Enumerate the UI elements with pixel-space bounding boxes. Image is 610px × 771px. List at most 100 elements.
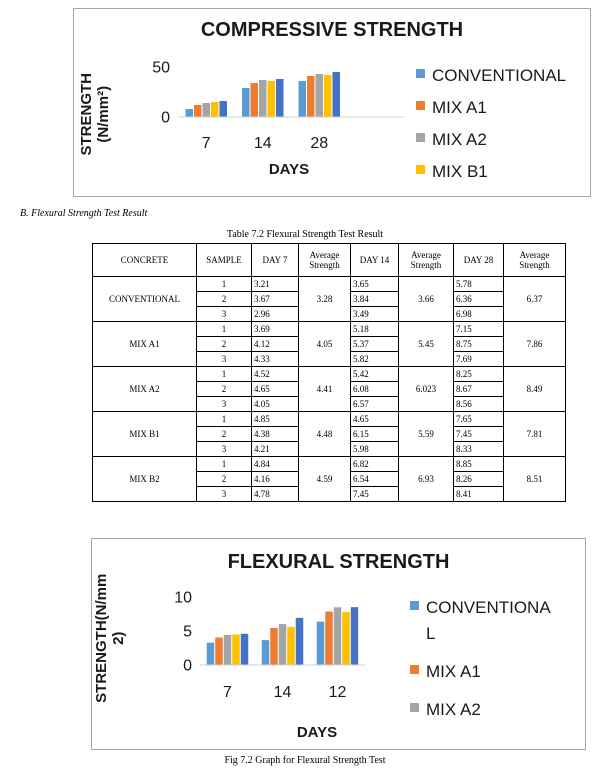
- table-row: MIX A2 1 4.52 4.41 5.42 6.023 8.25 8.49: [92, 366, 566, 412]
- legend-item: MIX A2: [410, 697, 580, 723]
- value-cell: 2.96: [251, 306, 299, 322]
- legend: CONVENTIONAL MIX A1 MIX A2 MIX B1: [416, 63, 586, 191]
- concrete-cell: MIX A1: [92, 321, 197, 367]
- bar: [242, 88, 250, 117]
- value-cell: 4.05: [251, 396, 299, 412]
- value-cell: 5.42: [350, 366, 399, 382]
- table-row: 3 4.21 5.98 8.33: [93, 441, 566, 457]
- table-row: MIX B2 1 4.84 4.59 6.82 6.93 8.85 8.51: [92, 456, 566, 502]
- legend-label: CONVENTIONA L: [426, 598, 550, 643]
- chart-title: COMPRESSIVE STRENGTH: [200, 19, 464, 41]
- bar: [278, 624, 287, 665]
- average-cell: 4.59: [298, 456, 351, 502]
- average-cell: 4.05: [298, 321, 351, 367]
- value-cell: 4.84: [251, 456, 299, 472]
- average-cell: 8.51: [503, 456, 566, 502]
- table-row: 3 4.05 6.57 8.56: [93, 396, 566, 412]
- legend-swatch: [416, 69, 425, 78]
- bar: [342, 611, 350, 665]
- value-cell: 7.15: [453, 321, 504, 337]
- average-cell: 3.28: [298, 276, 351, 322]
- value-cell: 4.85: [251, 411, 299, 427]
- bar: [232, 634, 240, 665]
- table-row: CONVENTIONAL 1 3.21 3.28 3.65 3.66 5.78 …: [92, 276, 566, 322]
- bar: [332, 72, 340, 117]
- value-cell: 4.52: [251, 366, 299, 382]
- legend-swatch: [416, 101, 425, 110]
- bar: [276, 79, 284, 117]
- flexural-strength-table: CONCRETE SAMPLE DAY 7 Average Strength D…: [92, 243, 566, 502]
- value-cell: 4.78: [251, 486, 299, 502]
- table-row: MIX A1 1 3.69 4.05 5.18 5.45 7.15 7.86: [92, 321, 566, 367]
- x-tick-label: 12: [329, 684, 347, 701]
- value-cell: 3.84: [350, 291, 399, 307]
- value-cell: 5.98: [350, 441, 399, 457]
- value-cell: 8.41: [453, 486, 504, 502]
- bar: [240, 633, 249, 665]
- value-cell: 8.33: [453, 441, 504, 457]
- table-row: 2 4.38 6.15 7.45: [93, 426, 566, 442]
- sample-cell: 2: [196, 471, 252, 487]
- bar: [206, 642, 215, 665]
- bar: [325, 611, 333, 665]
- y-axis-label: STRENGTH (N/mm²): [77, 73, 112, 156]
- value-cell: 6.08: [350, 381, 399, 397]
- average-cell: 7.81: [503, 411, 566, 457]
- bar: [259, 80, 267, 117]
- bar: [316, 621, 325, 665]
- y-tick-label: 10: [174, 590, 192, 607]
- value-cell: 6.98: [453, 306, 504, 322]
- bar: [194, 105, 202, 117]
- bar: [350, 607, 359, 665]
- sample-cell: 2: [196, 426, 252, 442]
- value-cell: 4.65: [251, 381, 299, 397]
- value-cell: 4.12: [251, 336, 299, 352]
- value-cell: 4.16: [251, 471, 299, 487]
- average-cell: 5.59: [398, 411, 454, 457]
- sample-cell: 1: [196, 276, 252, 292]
- bar: [298, 81, 306, 117]
- value-cell: 8.25: [453, 366, 504, 382]
- concrete-cell: MIX B2: [92, 456, 197, 502]
- table-row: 3 4.33 5.82 7.69: [93, 351, 566, 367]
- value-cell: 8.26: [453, 471, 504, 487]
- bar: [185, 109, 193, 117]
- table-row: 2 4.65 6.08 8.67: [93, 381, 566, 397]
- bar: [307, 76, 315, 117]
- average-cell: 6.37: [503, 276, 566, 322]
- legend-label: MIX A2: [432, 130, 487, 149]
- bar: [333, 607, 342, 665]
- value-cell: 7.45: [350, 486, 399, 502]
- value-cell: 5.82: [350, 351, 399, 367]
- concrete-cell: MIX B1: [92, 411, 197, 457]
- legend-label: MIX B1: [432, 162, 488, 181]
- x-tick-label: 7: [223, 684, 232, 701]
- sample-cell: 3: [196, 486, 252, 502]
- bar: [219, 101, 227, 117]
- header-cell: CONCRETE: [92, 243, 197, 277]
- bar: [270, 627, 278, 665]
- x-axis-label: DAYS: [296, 724, 338, 741]
- x-tick-label: 14: [254, 135, 272, 152]
- x-axis-label: DAYS: [268, 161, 310, 178]
- legend: CONVENTIONA L MIX A1 MIX A2: [410, 595, 580, 735]
- legend-label: MIX A2: [426, 700, 481, 719]
- header-cell: DAY 28: [453, 243, 504, 277]
- chart-title: FLEXURAL STRENGTH: [227, 551, 450, 573]
- bar: [223, 635, 232, 665]
- value-cell: 5.78: [453, 276, 504, 292]
- average-cell: 3.66: [398, 276, 454, 322]
- bar: [267, 81, 275, 117]
- average-cell: 4.41: [298, 366, 351, 412]
- value-cell: 5.18: [350, 321, 399, 337]
- average-cell: 8.49: [503, 366, 566, 412]
- bar: [287, 626, 295, 665]
- sample-cell: 1: [196, 321, 252, 337]
- average-cell: 6.023: [398, 366, 454, 412]
- legend-item: MIX B1: [416, 159, 586, 185]
- header-cell: Average Strength: [298, 243, 351, 277]
- table-row: 3 2.96 3.49 6.98: [93, 306, 566, 322]
- bar: [261, 640, 270, 665]
- header-cell: Average Strength: [398, 243, 454, 277]
- value-cell: 8.56: [453, 396, 504, 412]
